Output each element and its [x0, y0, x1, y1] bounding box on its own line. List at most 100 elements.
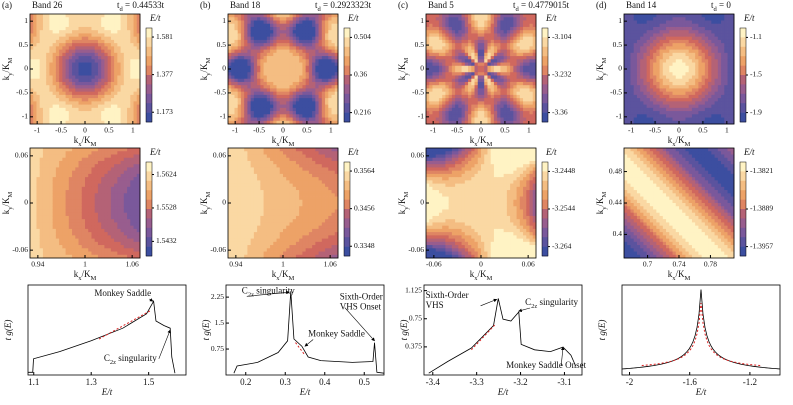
contour-cell: [62, 65, 66, 70]
contour-cell: [91, 173, 96, 178]
contour-cell: [292, 14, 297, 18]
contour-cell: [114, 199, 118, 204]
contour-cell: [299, 245, 303, 249]
contour-cell: [305, 209, 310, 214]
contour-cell: [42, 225, 47, 230]
contour-cell: [231, 219, 235, 223]
contour-cell: [117, 196, 121, 201]
contour-cell: [318, 52, 323, 57]
contour-cell: [88, 101, 92, 105]
contour-cell: [305, 248, 310, 252]
contour-cell: [117, 30, 121, 34]
contour-cell: [312, 56, 316, 60]
contour-cell: [101, 65, 105, 70]
contour-cell: [273, 215, 277, 220]
contour-cell: [110, 14, 115, 18]
contour-cell: [237, 36, 242, 41]
contour-cell: [72, 39, 76, 44]
contour-cell: [289, 238, 294, 243]
x-tick-label: -0.5: [253, 126, 265, 135]
contour-cell: [289, 222, 294, 227]
contour-cell: [279, 56, 284, 60]
contour-cell: [273, 111, 277, 115]
contour-cell: [270, 177, 274, 181]
contour-cell: [39, 148, 44, 152]
contour-cell: [39, 72, 44, 76]
contour-cell: [283, 17, 287, 21]
contour-cell: [237, 212, 242, 217]
contour-cell: [101, 215, 105, 220]
contour-cell: [127, 193, 131, 197]
contour-cell: [432, 81, 437, 86]
fit-curve: [295, 342, 306, 356]
contour-cell: [299, 148, 303, 152]
contour-cell: [97, 154, 102, 159]
contour-cell: [266, 245, 271, 249]
contour-cell: [295, 193, 300, 197]
contour-cell: [110, 154, 115, 159]
contour-cell: [426, 49, 430, 54]
contour-cell: [136, 186, 141, 191]
x-axis-label: E/t: [101, 387, 113, 397]
contour-cell: [273, 98, 277, 102]
contour-cell: [104, 209, 109, 214]
contour-cell: [46, 26, 50, 31]
contour-cell: [247, 160, 252, 165]
contour-cell: [315, 101, 319, 105]
contour-cell: [328, 238, 332, 243]
contour-cell: [266, 196, 271, 201]
contour-cell: [39, 30, 44, 34]
contour-cell: [432, 114, 437, 118]
contour-cell: [299, 39, 303, 44]
contour-cell: [75, 177, 79, 181]
contour-cell: [91, 248, 96, 252]
contour-cell: [234, 72, 239, 76]
contour-cell: [65, 190, 70, 194]
contour-cell: [46, 228, 50, 233]
contour-cell: [36, 56, 41, 60]
contour-cell: [133, 26, 138, 31]
contour-cell: [260, 183, 264, 188]
contour-cell: [117, 56, 121, 60]
contour-cell: [30, 88, 34, 93]
contour-cell: [97, 26, 102, 31]
contour-cell: [283, 212, 287, 217]
contour-cell: [321, 104, 326, 109]
contour-cell: [33, 46, 37, 50]
contour-cell: [72, 248, 76, 252]
contour-cell: [237, 193, 242, 197]
contour-cell: [308, 39, 313, 44]
contour-cell: [81, 209, 86, 214]
contour-cell: [30, 78, 34, 83]
contour-cell: [81, 62, 86, 67]
contour-cell: [237, 222, 242, 227]
contour-cell: [302, 232, 307, 236]
contour-cell: [318, 238, 323, 243]
contour-cell: [234, 39, 239, 44]
contour-cell: [325, 17, 329, 21]
contour-cell: [133, 193, 138, 197]
contour-cell: [72, 222, 76, 227]
contour-cell: [114, 160, 118, 165]
contour-cell: [97, 248, 102, 252]
contour-cell: [42, 245, 47, 249]
contour-cell: [295, 180, 300, 184]
contour-cell: [97, 39, 102, 44]
contour-cell: [318, 232, 323, 236]
y-tick-label: 0: [222, 198, 226, 207]
contour-cell: [263, 222, 268, 227]
contour-cell: [114, 62, 118, 67]
contour-cell: [237, 23, 242, 28]
contour-cell: [65, 225, 70, 230]
contour-cell: [127, 154, 131, 159]
x-axis-label: E/t: [299, 387, 311, 397]
contour-cell: [36, 94, 41, 99]
contour-cell: [33, 114, 37, 118]
contour-cell: [94, 203, 99, 207]
contour-cell: [257, 228, 261, 233]
contour-cell: [228, 203, 232, 207]
contour-cell: [97, 43, 102, 47]
contour-cell: [52, 183, 57, 188]
contour-cell: [305, 72, 310, 76]
contour-cell: [133, 75, 138, 80]
